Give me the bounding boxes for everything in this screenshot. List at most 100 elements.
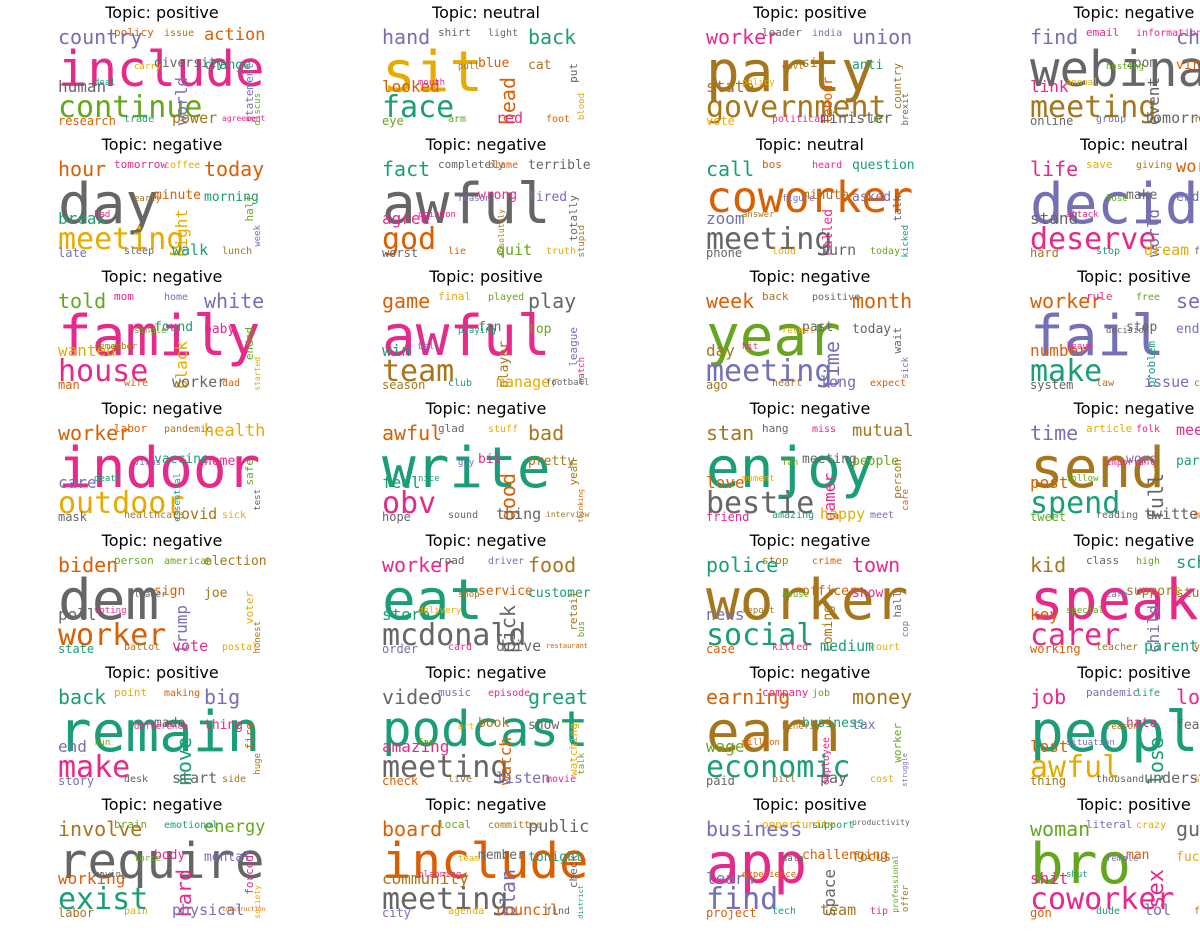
cloud-word: wife	[124, 378, 149, 389]
cloud-word: political	[772, 114, 827, 125]
cloud-word: bit	[478, 452, 502, 467]
wordcloud-panel: Topic: negative family house told white black…	[12, 264, 312, 396]
cloud-word: tax	[852, 718, 876, 733]
wordcloud-panel: Topic: negative include meeting board public…	[336, 792, 636, 924]
cloud-word: news	[706, 605, 745, 624]
cloud-word: state	[706, 77, 755, 96]
cloud-word: killed	[772, 642, 809, 653]
cloud-word: abuse	[782, 590, 810, 600]
cloud-word: follow	[1066, 474, 1099, 484]
cloud-word: govt	[782, 62, 804, 72]
cloud-word: council	[496, 901, 560, 919]
cloud-word: bus	[577, 621, 587, 638]
cloud-word: found	[154, 320, 194, 335]
cloud-word: medium	[820, 637, 875, 655]
cloud-word: city	[382, 906, 411, 920]
cloud-word: community	[382, 869, 469, 888]
cloud-word: earning	[706, 685, 791, 709]
panel-title: Topic: negative	[749, 531, 871, 550]
cloud-word: labor	[114, 422, 148, 435]
cloud-word: meeting	[58, 222, 185, 257]
cloud-word: time	[1030, 421, 1079, 445]
panel-title: Topic: negative	[425, 399, 547, 418]
cloud-word: change	[204, 58, 251, 73]
word-cloud: earn economic earning money employee wage pay p…	[702, 683, 918, 789]
cloud-word: face	[382, 90, 455, 125]
cloud-word: mom	[114, 290, 134, 303]
cloud-word: virtual	[1176, 58, 1200, 73]
cloud-word: care	[901, 489, 911, 511]
cloud-word: foot	[546, 114, 571, 125]
cloud-word: fucking	[1176, 850, 1200, 865]
cloud-word: remember	[94, 342, 138, 352]
cloud-word: worker	[1176, 157, 1200, 177]
cloud-word: literal	[1086, 818, 1133, 831]
cloud-word: death	[94, 474, 122, 484]
cloud-word: art	[458, 722, 475, 732]
cloud-word: home	[204, 454, 236, 469]
cloud-word: struggle	[901, 753, 909, 787]
cloud-word: quit	[496, 241, 533, 259]
cloud-word: biden	[58, 553, 119, 577]
cloud-word: action	[204, 25, 266, 45]
cloud-word: mcdonald	[382, 618, 527, 653]
cloud-word: carer	[1030, 618, 1121, 653]
cloud-word: tip	[870, 906, 889, 917]
cloud-word: light	[488, 28, 519, 39]
cloud-word: support	[1126, 584, 1181, 599]
cloud-word: business	[706, 817, 803, 841]
cloud-word: minister	[820, 109, 893, 127]
cloud-word: moving	[94, 870, 127, 880]
wordcloud-panel: Topic: negative earn economic earning money e…	[660, 660, 960, 792]
cloud-word: man	[58, 378, 80, 392]
cloud-word: system	[1030, 378, 1074, 392]
cloud-word: long	[820, 373, 857, 391]
cloud-word: kid	[1030, 553, 1067, 577]
cloud-word: run	[94, 738, 111, 748]
cloud-word: end	[1176, 322, 1200, 337]
cloud-word: stop	[1096, 246, 1121, 257]
cloud-word: family	[58, 304, 261, 369]
panel-title: Topic: negative	[101, 135, 223, 154]
cloud-word: order	[382, 642, 419, 656]
cloud-word: hope	[382, 510, 411, 524]
wordcloud-panel: Topic: positivebrocoworkerwomanguysexshi…	[984, 792, 1200, 924]
cloud-word: past	[802, 320, 834, 335]
wordcloud-panel: Topic: negative year meeting week month time d…	[660, 264, 960, 396]
cloud-word: continue	[58, 90, 203, 125]
cloud-word: win	[382, 341, 411, 360]
panel-title: Topic: positive	[1077, 267, 1191, 286]
panel-title: Topic: positive	[1077, 795, 1191, 814]
cloud-word: glad	[438, 422, 465, 435]
cloud-word: awful	[382, 304, 551, 369]
cloud-word: hit	[742, 342, 759, 352]
word-cloud: party government worker union labour state min…	[702, 23, 918, 129]
cloud-word: health	[204, 421, 266, 441]
cloud-word: call	[706, 157, 755, 181]
cloud-word: shop	[458, 590, 480, 600]
cloud-word: house	[58, 354, 149, 389]
cloud-word: person	[114, 554, 154, 567]
cloud-word: india	[812, 28, 843, 39]
cloud-word: put	[567, 63, 580, 83]
cloud-word: looked	[382, 77, 440, 96]
cloud-word: online	[1030, 114, 1074, 128]
cloud-word: tomorrow	[114, 158, 167, 171]
word-cloud: enjoy bestie stan mutual gamer love happy frien…	[702, 419, 918, 525]
cloud-word: phone	[706, 246, 743, 260]
cloud-word: bad	[528, 421, 565, 445]
cloud-word: joe	[204, 586, 228, 601]
cloud-word: economic	[706, 750, 851, 785]
panel-title: Topic: negative	[1073, 3, 1195, 22]
cloud-word: speak	[1030, 568, 1199, 633]
cloud-word: stuff	[488, 424, 519, 435]
cloud-word: pay	[820, 769, 848, 787]
cloud-word: love	[706, 473, 745, 492]
cloud-word: team	[458, 854, 480, 864]
cloud-word: hang	[762, 422, 789, 435]
cloud-word: today	[852, 322, 892, 337]
panel-title: Topic: neutral	[432, 3, 540, 22]
cloud-word: podcast	[382, 701, 589, 758]
cloud-word: board	[382, 817, 443, 841]
cloud-word: team	[820, 901, 857, 919]
